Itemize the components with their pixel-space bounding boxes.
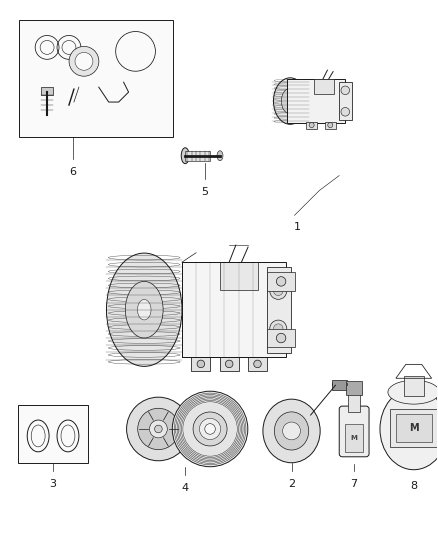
Ellipse shape: [274, 412, 309, 450]
Bar: [220, 262, 258, 290]
Circle shape: [226, 360, 233, 368]
Text: 6: 6: [70, 167, 77, 176]
Circle shape: [274, 324, 283, 333]
Circle shape: [193, 412, 227, 446]
Bar: [220, 357, 239, 370]
Bar: [404, 376, 424, 396]
Ellipse shape: [217, 151, 223, 160]
Circle shape: [75, 52, 93, 70]
Text: 2: 2: [288, 479, 295, 489]
Circle shape: [197, 360, 205, 368]
FancyBboxPatch shape: [339, 406, 369, 457]
Bar: [314, 79, 334, 94]
Circle shape: [199, 418, 221, 440]
Ellipse shape: [273, 78, 307, 124]
Bar: [267, 266, 290, 353]
Bar: [346, 381, 362, 395]
Text: M: M: [409, 423, 419, 433]
Text: 1: 1: [294, 222, 301, 232]
Bar: [41, 87, 53, 95]
Circle shape: [172, 391, 248, 467]
Circle shape: [149, 420, 167, 438]
Circle shape: [127, 397, 190, 461]
Bar: [267, 329, 295, 348]
Bar: [248, 357, 267, 370]
Bar: [348, 394, 360, 412]
Bar: [306, 122, 318, 128]
Bar: [287, 79, 345, 123]
Ellipse shape: [287, 97, 293, 105]
Bar: [18, 405, 88, 463]
Bar: [339, 83, 352, 119]
Bar: [185, 151, 210, 160]
Ellipse shape: [106, 253, 182, 366]
Text: 7: 7: [350, 479, 358, 489]
Bar: [396, 414, 431, 442]
Text: 5: 5: [201, 187, 208, 197]
Ellipse shape: [138, 300, 151, 320]
Bar: [191, 357, 210, 370]
Bar: [267, 272, 295, 291]
Circle shape: [254, 360, 261, 368]
Circle shape: [341, 108, 350, 116]
Circle shape: [274, 286, 283, 296]
Bar: [182, 262, 286, 357]
Bar: [332, 380, 347, 390]
Bar: [390, 409, 438, 447]
Bar: [345, 424, 363, 452]
Circle shape: [205, 424, 215, 434]
Circle shape: [69, 46, 99, 76]
Ellipse shape: [263, 399, 320, 463]
Text: 8: 8: [410, 481, 417, 491]
Circle shape: [270, 282, 287, 300]
Circle shape: [341, 86, 350, 95]
Text: M: M: [351, 435, 357, 441]
Circle shape: [328, 123, 333, 127]
Ellipse shape: [181, 148, 189, 164]
Circle shape: [138, 408, 179, 450]
Circle shape: [276, 333, 286, 343]
Text: 3: 3: [49, 479, 57, 489]
Ellipse shape: [380, 388, 438, 470]
Circle shape: [309, 123, 314, 127]
Ellipse shape: [388, 380, 438, 404]
Text: 4: 4: [182, 482, 189, 492]
Circle shape: [155, 425, 162, 433]
Circle shape: [270, 320, 287, 337]
Circle shape: [283, 422, 300, 440]
Bar: [325, 122, 336, 128]
Circle shape: [276, 277, 286, 286]
Ellipse shape: [125, 281, 163, 338]
Ellipse shape: [281, 88, 299, 114]
Bar: [19, 20, 173, 137]
